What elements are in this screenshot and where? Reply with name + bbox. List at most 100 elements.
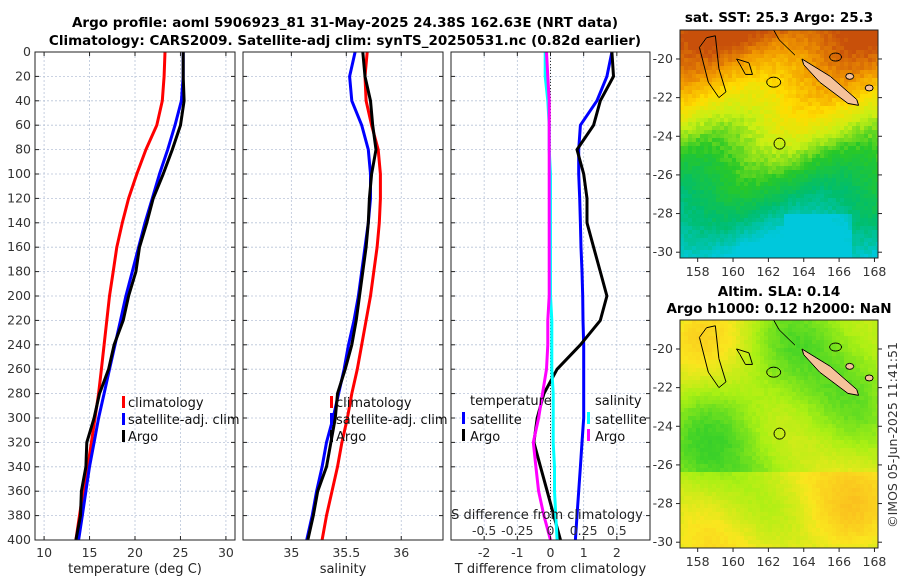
legend-label: satellite-adj. clim [336, 413, 448, 428]
lat-tick-label: -28 [653, 206, 673, 221]
x-tick-label: 30 [218, 545, 234, 560]
lat-tick-label: -22 [653, 90, 673, 105]
lat-tick-label: -24 [653, 418, 673, 433]
sla-map-axes: -20 -22 -24 -26 -28 -30 158 160 162 164 166 168 [653, 319, 887, 569]
legend-swatch [462, 412, 465, 424]
x-tick-label: 36 [393, 545, 409, 560]
y-tick-label: 20 [15, 68, 31, 83]
y-tick-label: 340 [7, 459, 31, 474]
x-axis-label: temperature (deg C) [68, 562, 202, 577]
legend-header-salinity: salinity [595, 394, 642, 409]
s-tick-label: -0.25 [501, 523, 533, 538]
series-line-satellite-adj-clim [77, 52, 185, 541]
x-tick-label: 20 [127, 545, 143, 560]
lat-tick-label: -20 [653, 51, 673, 66]
y-tick-label: 380 [7, 508, 31, 523]
series-line-climatology [74, 51, 167, 541]
legend-swatch [330, 413, 333, 425]
legend-label: satellite [595, 413, 647, 428]
x-tick-label: 1 [580, 545, 588, 560]
sla-map-title2: Argo h1000: 0.12 h2000: NaN [666, 301, 891, 317]
y-tick-label: 280 [7, 386, 31, 401]
lat-tick-label: -30 [653, 534, 673, 549]
lat-tick-label: -20 [653, 341, 673, 356]
y-tick-label: 400 [7, 532, 31, 547]
x-tick-label: 0 [547, 545, 555, 560]
y-tick-label: 120 [7, 190, 31, 205]
legend-label: Argo [595, 430, 625, 445]
x-tick-label: 2 [613, 545, 621, 560]
y-tick-label: 100 [7, 166, 31, 181]
legend-label: satellite-adj. clim [128, 413, 240, 428]
lon-tick-label: 166 [827, 264, 851, 279]
legend-swatch [587, 412, 590, 424]
map-frame [679, 319, 879, 549]
y-tick-label: 260 [7, 361, 31, 376]
x-tick-label: 35 [283, 545, 299, 560]
s-tick-label: 0 [547, 523, 555, 538]
lon-tick-label: 162 [756, 554, 780, 569]
y-tick-label: 240 [7, 337, 31, 352]
y-tick-label: 300 [7, 410, 31, 425]
x-tick-label: 10 [36, 545, 52, 560]
lon-tick-label: 160 [721, 264, 745, 279]
legend-label: satellite [470, 413, 522, 428]
y-tick-label: 180 [7, 264, 31, 279]
y-tick-label: 60 [15, 117, 31, 132]
imos-credit: ©IMOS 05-Jun-2025 11:41:51 [885, 342, 900, 528]
legend-swatch [330, 396, 333, 408]
series-line-temperature-satellite [573, 51, 614, 541]
panel-1: 10 15 20 25 300 20 40 60 80 100 120 140 160 180 200 220… [7, 44, 239, 577]
x-tick-label: -1 [511, 545, 523, 560]
s-tick-label: 0.25 [570, 523, 598, 538]
y-tick-label: 80 [15, 142, 31, 157]
legend-label: climatology [128, 396, 204, 411]
lon-tick-label: 168 [863, 554, 887, 569]
legend-swatch [122, 413, 125, 425]
lon-tick-label: 164 [792, 554, 816, 569]
series-line-argo [74, 52, 186, 541]
x-tick-label: 15 [82, 545, 98, 560]
x-axis-label: salinity [320, 562, 367, 577]
panel-2: 35 35.5 36 salinity climatology satellite-adj… [242, 51, 448, 577]
x-tick-label: 25 [173, 545, 189, 560]
map-frame [679, 29, 879, 259]
sla-map-title1: Altim. SLA: 0.14 [718, 284, 840, 300]
sla-map [680, 320, 878, 548]
lon-tick-label: 158 [686, 264, 710, 279]
y-tick-label: 200 [7, 288, 31, 303]
series-line-argo [306, 51, 378, 541]
s-tick-label: 0.5 [607, 523, 627, 538]
series-line-salinity-argo [531, 51, 552, 541]
lon-tick-label: 162 [756, 264, 780, 279]
figure-title-line2: Climatology: CARS2009. Satellite-adj cli… [49, 33, 641, 49]
legend-label: climatology [336, 396, 412, 411]
sst-map-axes: -20 -22 -24 -26 -28 -30 158 160 162 164 166 168 [653, 29, 887, 279]
lat-tick-label: -22 [653, 380, 673, 395]
sst-map [680, 30, 878, 258]
lon-tick-label: 166 [827, 554, 851, 569]
lat-tick-label: -28 [653, 496, 673, 511]
legend-swatch [122, 396, 125, 408]
y-tick-label: 320 [7, 434, 31, 449]
panel-3: -2 -1 0 1 2 T difference from climatology temp… [450, 51, 651, 577]
lat-tick-label: -26 [653, 167, 673, 182]
legend-label: Argo [470, 430, 500, 445]
lat-tick-label: -24 [653, 128, 673, 143]
legend-swatch [122, 430, 125, 442]
y-tick-label: 40 [15, 93, 31, 108]
x-tick-label: -2 [478, 545, 490, 560]
lat-tick-label: -26 [653, 457, 673, 472]
legend-label: Argo [128, 430, 158, 445]
y-tick-label: 160 [7, 239, 31, 254]
y-tick-label: 220 [7, 312, 31, 327]
s-tick-label: -0.5 [472, 523, 496, 538]
legend-swatch [587, 429, 590, 441]
y-tick-label: 360 [7, 483, 31, 498]
y-tick-label: 140 [7, 215, 31, 230]
lon-tick-label: 168 [863, 264, 887, 279]
legend-label: Argo [336, 430, 366, 445]
figure-title-line1: Argo profile: aoml 5906923_81 31-May-202… [72, 15, 618, 31]
